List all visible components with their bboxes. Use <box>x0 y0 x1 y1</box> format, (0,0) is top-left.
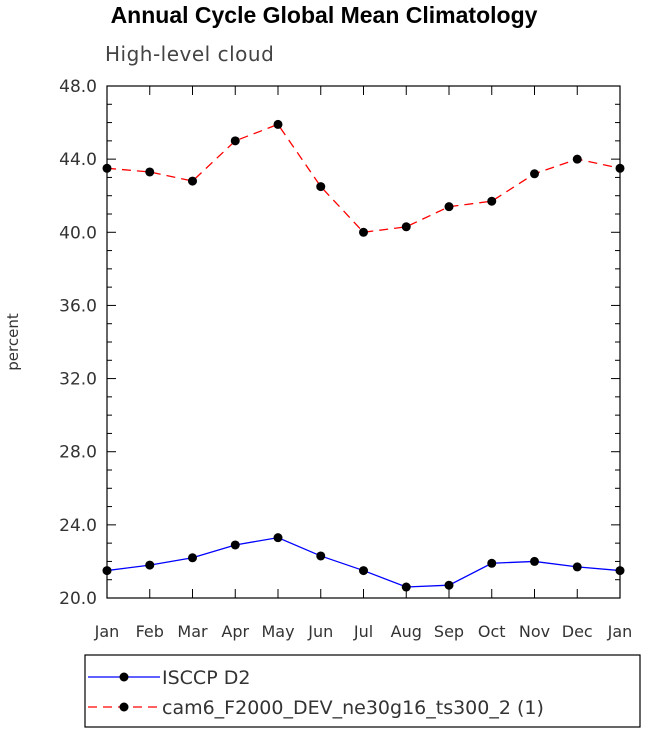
data-point <box>230 540 240 550</box>
x-tick-label: Jan <box>607 622 633 641</box>
data-point <box>188 176 197 186</box>
series-line-1 <box>106 123 621 233</box>
y-tick-label: 24.0 <box>59 516 97 536</box>
data-point <box>359 566 368 576</box>
x-tick-label: May <box>261 622 294 641</box>
y-axis-label: percent <box>4 313 22 371</box>
data-point <box>487 558 497 568</box>
x-tick-label: Jul <box>353 622 373 641</box>
data-point <box>530 556 539 566</box>
data-point <box>230 136 240 146</box>
x-tick-label: Nov <box>519 622 550 641</box>
legend-marker <box>119 672 129 682</box>
data-point <box>401 582 411 592</box>
x-tick-label: Aug <box>391 622 422 641</box>
data-point <box>530 169 539 179</box>
data-point <box>188 553 197 563</box>
data-point <box>444 202 454 212</box>
x-tick-label: Dec <box>562 622 593 641</box>
y-axis-ticks: 20.0 24.0 28.0 32.0 36.0 40.0 44.0 48.0 <box>59 77 620 609</box>
data-point <box>273 533 283 543</box>
x-tick-label: Jan <box>94 622 120 641</box>
data-point <box>444 580 454 590</box>
data-point <box>102 566 112 576</box>
data-point <box>359 227 368 237</box>
data-point <box>316 182 326 192</box>
y-tick-label: 20.0 <box>59 589 97 609</box>
y-tick-label: 48.0 <box>59 77 97 97</box>
legend-label-1: cam6_F2000_DEV_ne30g16_ts300_2 (1) <box>162 697 544 719</box>
data-point <box>401 222 411 232</box>
data-point <box>615 566 625 576</box>
y-tick-label: 44.0 <box>59 150 97 170</box>
x-tick-label: Feb <box>136 622 164 641</box>
x-tick-label: Jun <box>307 622 333 641</box>
x-tick-label: Apr <box>221 622 249 641</box>
data-point <box>572 154 582 164</box>
x-tick-label: Mar <box>177 622 208 641</box>
legend: ISCCP D2 cam6_F2000_DEV_ne30g16_ts300_2 (… <box>84 654 641 728</box>
data-point <box>145 167 155 177</box>
series-layer <box>102 119 625 592</box>
y-tick-label: 40.0 <box>59 223 97 243</box>
data-point <box>572 562 582 572</box>
legend-marker <box>119 702 129 712</box>
legend-box <box>84 654 641 728</box>
y-tick-label: 32.0 <box>59 370 97 390</box>
chart-title: Annual Cycle Global Mean Climatology <box>110 2 538 28</box>
series-line-0 <box>106 536 621 588</box>
x-tick-label: Sep <box>434 622 464 641</box>
data-point <box>145 560 155 570</box>
data-point <box>487 196 497 206</box>
data-point <box>273 119 283 129</box>
y-tick-label: 36.0 <box>59 296 97 316</box>
chart-subtitle: High-level cloud <box>105 42 275 66</box>
plot-frame <box>106 85 621 599</box>
x-axis-ticks: Jan Feb Mar Apr May Jun Jul Aug Sep Oct Nov Dec Jan <box>94 86 633 641</box>
y-tick-label: 28.0 <box>59 443 97 463</box>
data-point <box>316 551 326 561</box>
x-tick-label: Oct <box>478 622 506 641</box>
legend-label-0: ISCCP D2 <box>162 667 250 689</box>
data-point <box>102 163 112 173</box>
data-point <box>615 163 625 173</box>
